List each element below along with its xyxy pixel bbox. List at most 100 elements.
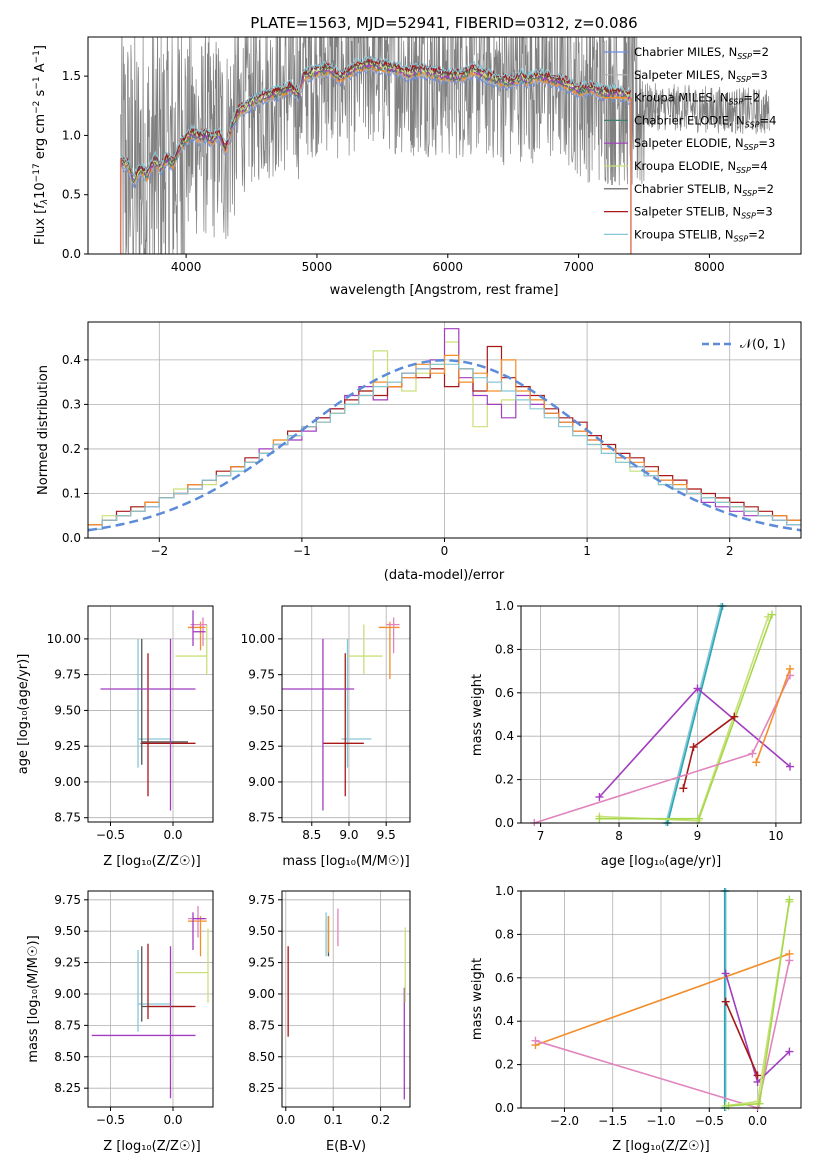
weight-line (666, 605, 724, 824)
mass-weight-vs-Z-axes-frame (520, 890, 802, 1109)
residuals-ytick-label: 0.2 (62, 442, 81, 456)
spectrum-ytick-label: 1.0 (62, 128, 81, 142)
age-vs-mass-xtick-label: 9.0 (339, 828, 358, 842)
spectrum-axes-frame (87, 36, 802, 255)
mass-weight-vs-Z-xtick-label: 0.0 (748, 1114, 767, 1128)
mass-vs-EBV-ytick-label: 8.25 (248, 1081, 275, 1095)
mass-weight-vs-age-xtick-label: 10 (768, 829, 783, 843)
weight-line (724, 1001, 759, 1076)
legend-entry: Chabrier ELODIE, NSSP=4 (634, 113, 776, 129)
age-vs-Z-axes: −0.5 0.0 8.75 9.00 9.25 9.50 9.75 10.00 (47, 606, 213, 842)
mass-vs-EBV-axes-frame (281, 890, 411, 1108)
mass-weight-vs-age-ytick-label: 0.4 (495, 729, 514, 743)
spectrum-panel: 4000 5000 6000 7000 8000 0.0 0.5 1.0 1.5 Chabrie… (32, 36, 802, 298)
age-vs-Z-ytick-label: 10.00 (47, 632, 81, 646)
residuals-ytick-label: 0.3 (62, 397, 81, 411)
residuals-ytick-label: 0.4 (62, 353, 81, 367)
mass-weight-vs-age-ylabel: mass weight (470, 674, 485, 756)
age-vs-mass-xlabel: mass [log₁₀(M/M☉)] (282, 854, 409, 869)
residuals-axes-frame (87, 321, 802, 539)
spectrum-xtick-label: 6000 (432, 260, 463, 274)
gaussian-legend-label: 𝒩(0, 1) (740, 336, 786, 351)
legend-entry: Kroupa STELIB, NSSP=2 (634, 227, 765, 243)
mass-weight-vs-age-ytick-label: 1.0 (495, 599, 514, 613)
mass-vs-EBV-ytick-label: 9.50 (248, 924, 275, 938)
mass-weight-vs-age-panel: 7 8 9 10 0.0 0.2 0.4 0.6 0.8 1.0 (495, 599, 802, 843)
age-vs-Z-ytick-label: 8.75 (54, 811, 81, 825)
residuals-ytick-label: 0.1 (62, 486, 81, 500)
mass-weight-vs-Z-panel: −2.0 −1.5 −1.0 −0.5 0.0 0.0 0.2 0.4 0.6 0.8 1.0 (495, 884, 802, 1128)
spectrum-plot-area (119, 37, 770, 254)
age-vs-Z-ytick-label: 9.25 (54, 739, 81, 753)
mass-weight-vs-age-axes: 7 8 9 10 0.0 0.2 0.4 0.6 0.8 1.0 (495, 599, 801, 843)
age-vs-mass-ytick-label: 9.50 (248, 703, 275, 717)
mass-vs-EBV-ytick-label: 8.50 (248, 1050, 275, 1064)
weight-line (535, 953, 790, 1046)
mass-vs-Z-axes: −0.5 0.0 8.25 8.50 8.75 9.00 9.25 9.50 9.75 (54, 891, 213, 1127)
spectrum-xtick-label: 4000 (171, 260, 202, 274)
mass-weight-vs-age-xlabel: age [log₁₀(age/yr)] (601, 854, 722, 869)
mass-weight-vs-Z-xtick-label: −2.0 (550, 1114, 579, 1128)
mass-vs-Z-ylabel: mass [log₁₀(M/M☉)] (26, 935, 41, 1062)
spectrum-xtick-label: 5000 (302, 260, 333, 274)
mass-vs-EBV-xtick-label: 0.2 (371, 1113, 390, 1127)
mass-vs-EBV-plot-area (287, 908, 406, 1100)
mass-weight-vs-Z-ytick-label: 0.0 (495, 1101, 514, 1115)
age-vs-mass-plot-area (282, 617, 400, 811)
age-vs-mass-ytick-label: 8.75 (248, 811, 275, 825)
mass-weight-vs-age-xtick-label: 7 (537, 829, 545, 843)
age-vs-mass-panel: 8.5 9.0 9.5 8.75 9.00 9.25 9.50 9.75 10.00 (241, 605, 411, 842)
mass-vs-Z-ytick-label: 9.50 (54, 924, 81, 938)
mass-weight-vs-Z-axes: −2.0 −1.5 −1.0 −0.5 0.0 0.0 0.2 0.4 0.6 0.8 1.0 (495, 884, 801, 1128)
spectrum-ytick-label: 0.5 (62, 188, 81, 202)
legend-entry: Chabrier MILES, NSSP=2 (634, 45, 769, 61)
age-vs-Z-panel: −0.5 0.0 8.75 9.00 9.25 9.50 9.75 10.00 (47, 605, 214, 842)
mass-weight-vs-Z-ytick-label: 0.6 (495, 971, 514, 985)
weight-line (535, 960, 791, 1110)
spectrum-xtick-label: 8000 (694, 260, 725, 274)
residuals-legend: 𝒩(0, 1) (702, 336, 786, 351)
mass-vs-Z-xtick-label: −0.5 (96, 1113, 125, 1127)
mass-weight-vs-Z-ytick-label: 0.8 (495, 927, 514, 941)
gaussian-curve (88, 359, 801, 532)
mass-vs-EBV-xtick-label: 0.0 (276, 1113, 295, 1127)
legend-entry: Salpeter STELIB, NSSP=3 (634, 205, 773, 221)
age-vs-Z-ytick-label: 9.75 (54, 668, 81, 682)
mass-vs-Z-axes-frame (87, 890, 214, 1108)
residuals-xlabel: (data-model)/error (384, 568, 505, 583)
spectrum-ytick-label: 0.0 (62, 247, 81, 261)
spectrum-xtick-label: 7000 (563, 260, 594, 274)
residuals-xtick-label: 1 (583, 544, 591, 558)
mass-weight-vs-Z-xlabel: Z [log₁₀(Z/Z☉)] (612, 1139, 709, 1154)
residual-histogram (88, 363, 801, 530)
mass-vs-Z-xtick-label: 0.0 (163, 1113, 182, 1127)
mass-weight-vs-age-plot-area (530, 603, 795, 826)
mass-vs-Z-ytick-label: 8.25 (54, 1081, 81, 1095)
residuals-grid: −2 −1 0 1 2 0.0 0.1 0.2 0.3 0.4 (62, 322, 801, 558)
model-spectrum-line (120, 57, 631, 177)
weight-line (534, 675, 791, 824)
age-vs-mass-xtick-label: 8.5 (302, 828, 321, 842)
mass-vs-Z-xlabel: Z [log₁₀(Z/Z☉)] (103, 1139, 200, 1154)
age-vs-Z-ytick-label: 9.00 (54, 775, 81, 789)
mass-vs-Z-ytick-label: 9.00 (54, 987, 81, 1001)
mass-weight-vs-age-ytick-label: 0.8 (495, 642, 514, 656)
spectrum-xlabel: wavelength [Angstrom, rest frame] (330, 283, 559, 298)
age-vs-mass-axes-frame (281, 605, 411, 823)
mass-weight-vs-Z-xtick-label: −0.5 (695, 1114, 724, 1128)
residuals-xtick-label: −1 (293, 544, 311, 558)
age-vs-Z-axes-frame (87, 605, 214, 823)
mass-vs-Z-ytick-label: 8.50 (54, 1050, 81, 1064)
mass-vs-EBV-ytick-label: 8.75 (248, 1018, 275, 1032)
mass-vs-EBV-xlabel: E(B-V) (326, 1139, 366, 1154)
residuals-xtick-label: 0 (441, 544, 449, 558)
age-vs-mass-ytick-label: 9.75 (248, 668, 275, 682)
mass-weight-vs-age-axes-frame (520, 605, 802, 824)
legend-entry: Salpeter ELODIE, NSSP=3 (634, 136, 775, 152)
mass-vs-Z-ytick-label: 8.75 (54, 1018, 81, 1032)
age-vs-mass-ytick-label: 9.25 (248, 739, 275, 753)
residuals-ytick-label: 0.0 (62, 531, 81, 545)
weight-line (755, 668, 791, 763)
legend-entry: Chabrier STELIB, NSSP=2 (634, 182, 774, 198)
